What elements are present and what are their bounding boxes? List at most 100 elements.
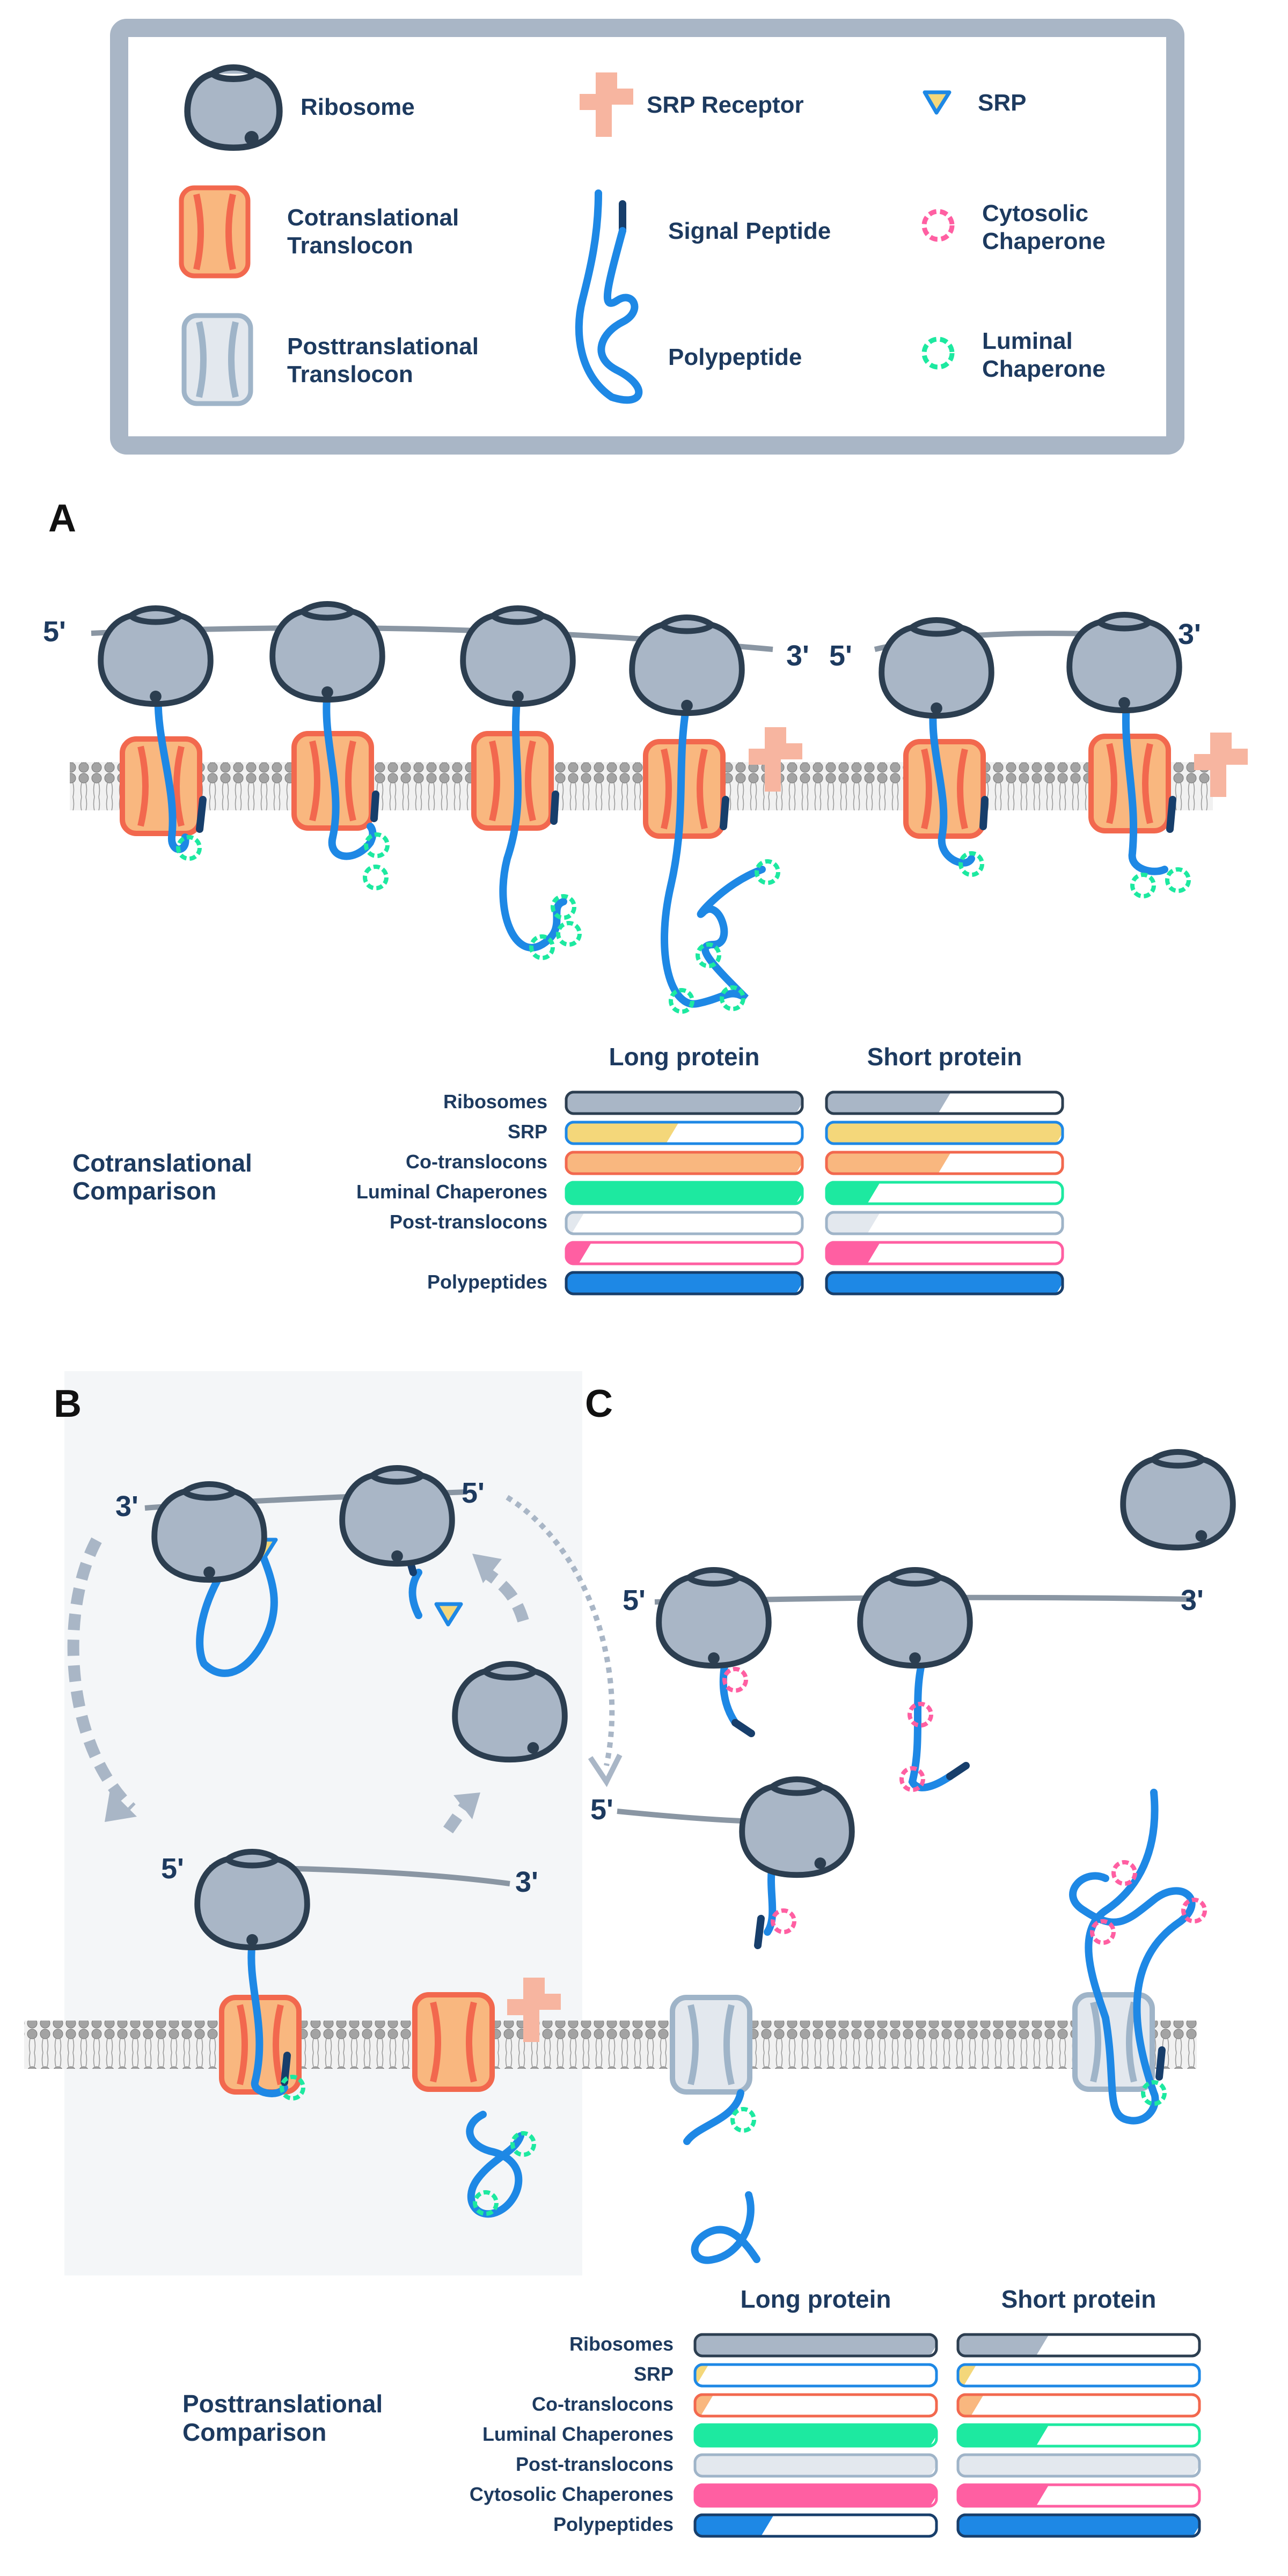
posttranslocon-c-1 <box>670 1995 752 2095</box>
comparison-bar-short-fill <box>958 2485 1049 2506</box>
panel-b-label: B <box>54 1382 82 1425</box>
comparison-row-label: Post-translocons <box>516 2453 674 2475</box>
comparison-bar-short-fill <box>826 1182 880 1204</box>
comparison-bar-short-fill <box>958 2365 977 2386</box>
membrane-b <box>24 2021 582 2069</box>
comparison-bar-long-track <box>565 1241 804 1265</box>
panel-a-label: A <box>48 497 76 540</box>
ribosome-a-6 <box>1066 612 1182 714</box>
comparison-bar-long-border <box>565 1151 804 1175</box>
comparison-bar-long-fill <box>566 1242 592 1264</box>
luminal-chaperones-c <box>730 2080 1167 2133</box>
comparison-bar-long-border <box>693 2333 938 2358</box>
cycle-arrow-mid-up-head <box>453 1792 480 1819</box>
comparison-1-col-long: Long protein <box>609 1043 759 1071</box>
comparison-2-title-2: Comparison <box>182 2418 326 2446</box>
comparison-bar-short-border <box>825 1211 1064 1235</box>
comparison-bar-long-border <box>693 2483 938 2508</box>
ribosome-icon <box>184 64 283 151</box>
legend-polypeptide-label: Polypeptide <box>668 344 802 370</box>
comparison-bar-short-border <box>956 2423 1201 2448</box>
luminal-chaperone-icon <box>921 336 955 370</box>
dotted-arrow-b-to-c-head <box>588 1753 623 1787</box>
panel-b-background <box>64 1371 582 2275</box>
comparison-bar-long-border <box>693 2363 938 2388</box>
ribosome-b-2 <box>339 1465 455 1567</box>
comparison-bar-long-fill <box>566 1272 802 1294</box>
comparison-bar-long-fill <box>695 2395 714 2416</box>
ribosome-b-1 <box>151 1481 267 1583</box>
legend-cotranslocon-label-2: Translocon <box>287 232 413 259</box>
comparison-bar-long-track <box>565 1211 804 1235</box>
comparison-bar-short-border <box>956 2393 1201 2418</box>
panel-a: A 5' 3' 5' 3' <box>43 497 1248 1014</box>
comparison-bar-short-border <box>956 2363 1201 2388</box>
comparison-bar-short-border <box>956 2453 1201 2478</box>
cycle-arrow-top-right <box>482 1567 529 1623</box>
legend-ribosome-label: Ribosome <box>301 94 415 120</box>
comparison-bar-long-fill <box>566 1152 802 1174</box>
ribosome-c-2 <box>857 1567 973 1669</box>
comparison-bar-long-fill <box>695 2334 936 2356</box>
comparison-bar-short-fill <box>826 1152 951 1174</box>
comparison-bar-long-border <box>565 1091 804 1115</box>
comparison-bar-short-border <box>825 1091 1064 1115</box>
comparison-1-title-2: Comparison <box>72 1177 216 1205</box>
mrna-a-5-prime-2: 5' <box>829 640 852 672</box>
comparison-bar-short-fill <box>826 1272 1063 1294</box>
posttranslocon-icon <box>181 313 253 406</box>
ribosome-a-1 <box>98 605 214 707</box>
dotted-arrow-b-to-c <box>506 1495 615 1767</box>
mrna-c-5-prime-2: 5' <box>590 1794 613 1826</box>
comparison-row-label: Luminal Chaperones <box>356 1181 547 1203</box>
comparison-bar-long-border <box>565 1181 804 1205</box>
comparison-bar-short-border <box>825 1271 1064 1296</box>
comparison-bar-short-border <box>956 2333 1201 2358</box>
ribosome-c-1 <box>656 1567 772 1669</box>
legend-srp-label: SRP <box>978 90 1026 116</box>
legend-frame <box>110 19 1184 455</box>
comparison-bar-long-fill <box>695 2515 774 2536</box>
comparison-bar-short-track <box>956 2393 1201 2418</box>
posttranslocon-c-2 <box>1072 1992 1155 2092</box>
ribosome-a-2 <box>269 601 385 703</box>
cycle-arrow-top-right-head <box>472 1554 502 1583</box>
comparison-bar-short-fill <box>826 1122 1063 1144</box>
comparison-bar-long-fill <box>695 2365 709 2386</box>
comparison-row-label: SRP <box>634 2363 674 2385</box>
mrna-b-5-prime-1: 5' <box>462 1477 485 1509</box>
comparison-bar-long-border <box>693 2453 938 2478</box>
panel-c-label: C <box>585 1382 613 1425</box>
srp-receptor-b <box>507 1978 561 2042</box>
ribosome-b-free <box>452 1661 568 1763</box>
polypeptides-c <box>683 1649 1196 2264</box>
comparison-bar-short-border <box>956 2483 1201 2508</box>
polypeptides-a <box>154 689 1176 1008</box>
cotranslocon-a-3 <box>471 731 554 831</box>
mrna-a-3-prime-1: 3' <box>786 640 809 672</box>
comparison-row-label: Post-translocons <box>390 1211 547 1233</box>
comparison-2-col-short: Short protein <box>1001 2285 1157 2313</box>
comparison-bar-long-border <box>565 1271 804 1296</box>
mrna-a-5-prime-1: 5' <box>43 616 66 648</box>
ribosome-a-3 <box>460 605 576 707</box>
legend-signal-peptide-label: Signal Peptide <box>668 218 831 244</box>
comparison-bar-long-fill <box>695 2485 936 2506</box>
cycle-arrow-left-head <box>105 1790 137 1822</box>
membrane-a <box>70 762 1213 810</box>
cotranslational-comparison: Cotranslational Comparison Long protein … <box>72 1043 1064 1296</box>
polypeptide-icon <box>575 189 643 404</box>
mrna-a-3-prime-2: 3' <box>1178 618 1201 650</box>
srp-receptor-a-2 <box>1194 733 1248 797</box>
panel-b: B 3' 5' 5' 3' <box>24 1371 623 2275</box>
comparison-bar-long-border <box>693 2393 938 2418</box>
ribosome-c-free <box>1120 1449 1236 1551</box>
comparison-bar-long-fill <box>566 1182 802 1204</box>
comparison-bar-long-fill <box>566 1092 802 1114</box>
ribosome-c-3 <box>739 1776 855 1878</box>
comparison-row-label: Cytosolic Chaperones <box>470 2483 674 2505</box>
ribosome-a-5 <box>879 617 994 719</box>
comparison-bar-long-fill <box>695 2455 936 2476</box>
comparison-bar-short-border <box>825 1241 1064 1265</box>
